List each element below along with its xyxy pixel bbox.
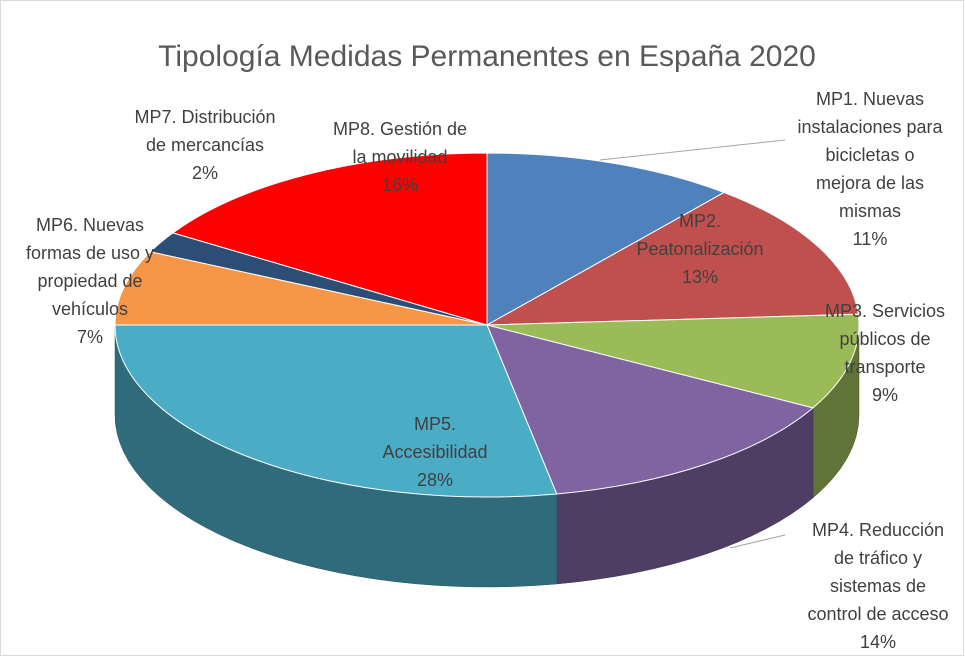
slice [486, 152, 726, 326]
value-label: 9% [872, 385, 898, 405]
slice [114, 251, 488, 326]
category-label: MP2. Peatonalización [636, 211, 763, 259]
category-label: MP1. Nuevas instalaciones para bicicletas … [797, 89, 943, 221]
label-line: formas de uso y [26, 243, 154, 263]
label-line: instalaciones para [797, 117, 943, 137]
label-line: de mercancías [146, 135, 264, 155]
category-label: MP8. Gestión de la movilidad [333, 119, 467, 167]
value-label: 13% [682, 267, 718, 287]
category-label: MP6. Nuevas formas de uso y propiedad de ve… [26, 215, 154, 319]
label-line: mejora de las [816, 173, 924, 193]
label-line: MP4. Reducción [812, 520, 944, 540]
label-line: de tráfico y [834, 548, 922, 568]
label-line: MP1. Nuevas [816, 89, 924, 109]
value-label: 16% [382, 175, 418, 195]
label-line: bicicletas o [825, 145, 914, 165]
label-line: MP8. Gestión de [333, 119, 467, 139]
value-label: 28% [417, 470, 453, 490]
label-line: MP2. [679, 211, 721, 231]
value-label: 11% [853, 229, 888, 249]
slice [486, 191, 859, 326]
label-line: Accesibilidad [382, 442, 487, 462]
label-line: control de acceso [807, 604, 948, 624]
label-line: MP7. Distribución [134, 107, 275, 127]
chart-title: Tipología Medidas Permanentes en España … [158, 40, 816, 73]
label-line: vehículos [52, 299, 128, 319]
label-line: la movilidad [352, 147, 447, 167]
leader-line [729, 534, 786, 549]
label-line: sistemas de [830, 576, 926, 596]
label-line: MP5. [414, 414, 456, 434]
category-label: MP7. Distribución de mercancías [134, 107, 275, 155]
category-label: MP5. Accesibilidad [382, 414, 487, 462]
label-line: transporte [844, 357, 925, 377]
value-label: 2% [192, 163, 218, 183]
slice [114, 324, 558, 498]
slice [486, 313, 860, 409]
category-label: MP4. Reducción de tráfico y sistemas de con… [807, 520, 948, 624]
label-line: propiedad de [37, 271, 142, 291]
value-label: 7% [77, 327, 103, 347]
leader-line [599, 139, 786, 161]
label-line: públicos de [839, 329, 930, 349]
label-line: mismas [839, 201, 901, 221]
category-label: MP3. Servicios públicos de transporte [825, 301, 945, 377]
label-line: MP3. Servicios [825, 301, 945, 321]
value-label: 14% [860, 632, 896, 652]
label-line: MP6. Nuevas [36, 215, 144, 235]
label-line: Peatonalización [636, 239, 763, 259]
slice [171, 152, 488, 326]
slice [486, 324, 815, 495]
